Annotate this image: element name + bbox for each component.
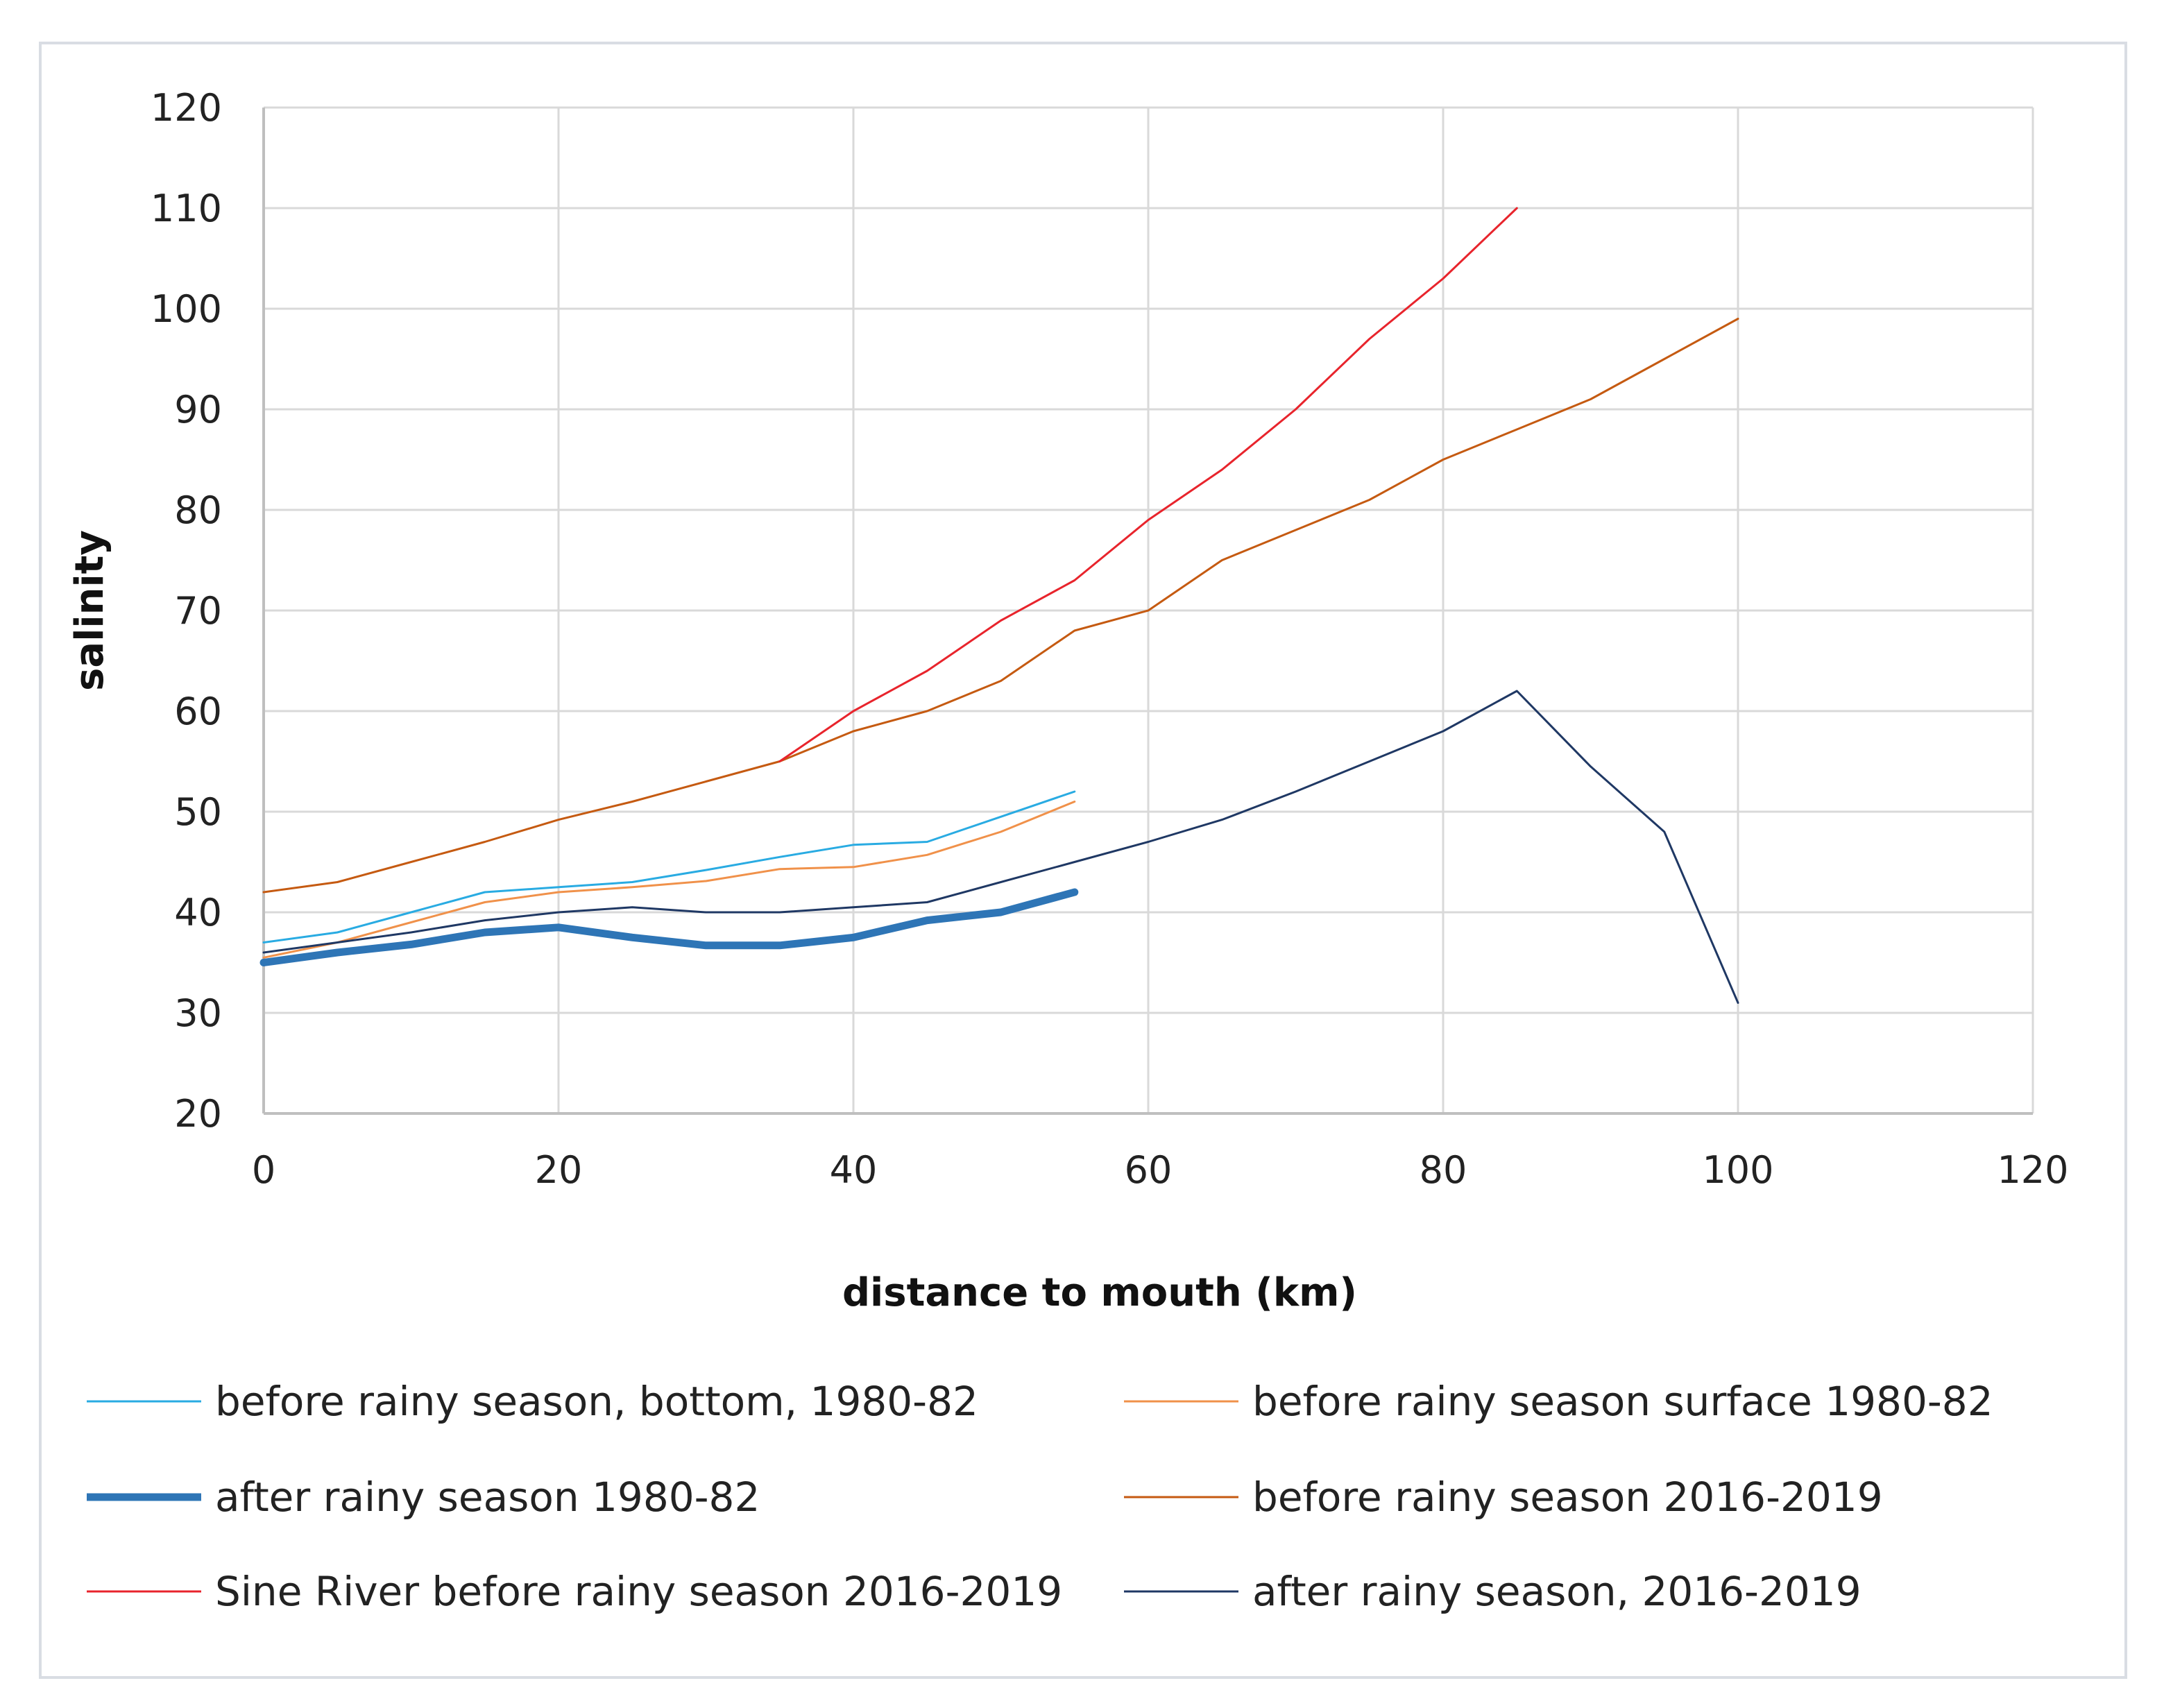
- x-tick-label: 100: [1702, 1148, 1773, 1192]
- y-tick-label: 30: [174, 991, 222, 1035]
- x-tick-label: 20: [535, 1148, 583, 1192]
- series-line-4: [262, 318, 1739, 894]
- x-tick-label: 0: [252, 1148, 275, 1192]
- y-tick-label: 20: [174, 1092, 222, 1136]
- y-tick-label: 120: [151, 86, 222, 130]
- y-tick-label: 50: [174, 790, 222, 834]
- x-tick-label: 80: [1420, 1148, 1467, 1192]
- y-tick-label: 100: [151, 287, 222, 331]
- x-tick-label: 120: [1997, 1148, 2068, 1192]
- y-tick-label: 70: [174, 589, 222, 633]
- legend: before rainy season, bottom, 1980-82 befo…: [87, 1378, 1993, 1615]
- tick-labels: 20 30 40 50 60 70 80 90 100 110 120 0 20 40 60 80 100 120: [151, 86, 2069, 1192]
- x-tick-label: 40: [830, 1148, 878, 1192]
- y-tick-label: 90: [174, 388, 222, 432]
- legend-label: before rainy season surface 1980-82: [1252, 1378, 1993, 1425]
- legend-label: after rainy season, 2016-2019: [1252, 1568, 1861, 1615]
- y-tick-label: 80: [174, 488, 222, 532]
- y-tick-label: 40: [174, 891, 222, 934]
- legend-label: after rainy season 1980-82: [215, 1474, 760, 1521]
- y-axis-title: salinity: [67, 530, 112, 691]
- series-line-2: [262, 801, 1076, 959]
- y-tick-label: 60: [174, 690, 222, 733]
- y-tick-label: 110: [151, 187, 222, 230]
- axes: [262, 108, 2033, 1115]
- series-line-1: [262, 790, 1076, 943]
- series-lines: [259, 207, 1739, 1004]
- legend-label: Sine River before rainy season 2016-2019: [215, 1568, 1062, 1615]
- legend-label: before rainy season 2016-2019: [1252, 1474, 1883, 1521]
- x-tick-label: 60: [1125, 1148, 1173, 1192]
- x-axis-title: distance to mouth (km): [842, 1270, 1357, 1315]
- legend-label: before rainy season, bottom, 1980-82: [215, 1378, 978, 1425]
- series-line-3: [259, 888, 1079, 966]
- series-line-6: [262, 690, 1739, 1004]
- series-line-5: [778, 207, 1518, 762]
